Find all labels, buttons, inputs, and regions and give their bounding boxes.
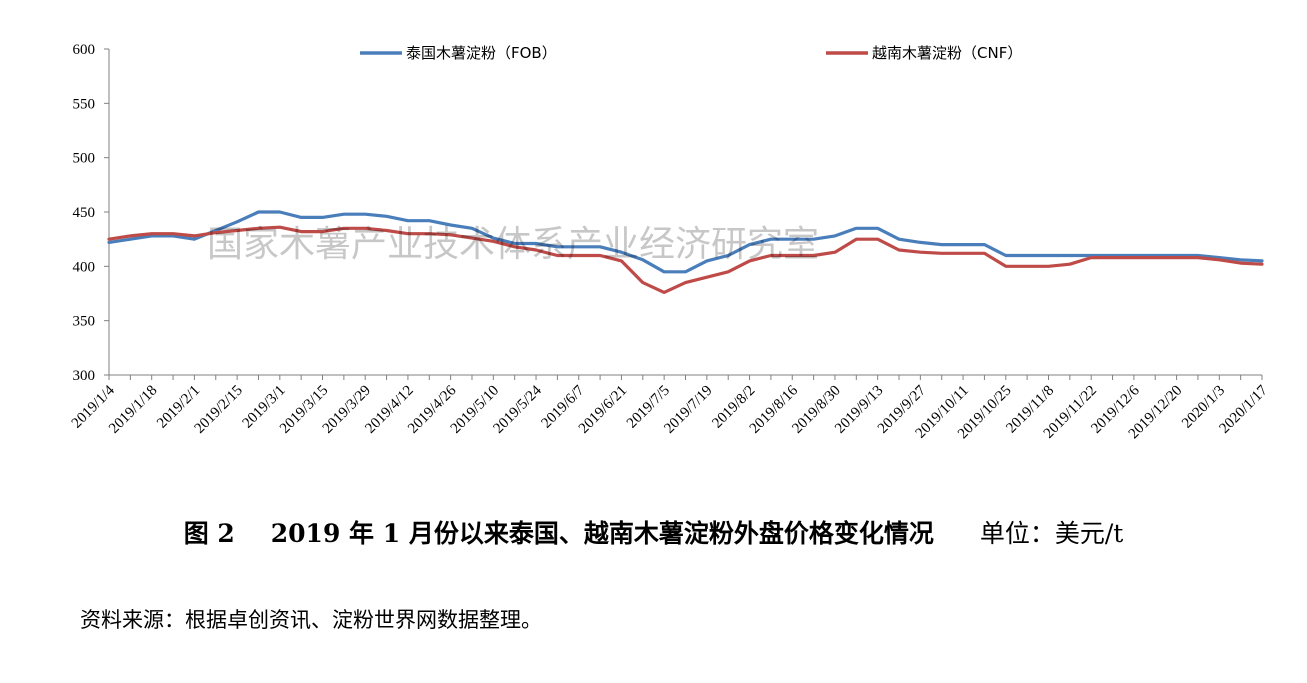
y-tick-label: 450 [73, 205, 96, 221]
y-tick-label: 400 [73, 259, 96, 275]
x-tick-label: 2019/5/24 [491, 382, 546, 437]
source-note: 资料来源：根据卓创资讯、淀粉世界网数据整理。 [80, 608, 542, 632]
chart-legend: 泰国木薯淀粉（FOB） 越南木薯淀粉（CNF） [360, 44, 1022, 62]
legend-label: 泰国木薯淀粉（FOB） [406, 44, 557, 62]
y-tick-label: 350 [73, 314, 96, 330]
watermark-text: 国家木薯产业技术体系产业经济研究室 [207, 224, 819, 265]
figure-label: 图 2 [183, 519, 235, 548]
figure-title: 2019 年 1 月份以来泰国、越南木薯淀粉外盘价格变化情况 [270, 519, 934, 548]
chart-series [107, 210, 1264, 294]
price-line-chart: 3003504004505005506002019/1/42019/1/1820… [69, 42, 1271, 442]
y-tick-label: 550 [73, 96, 96, 112]
figure-unit: 单位：美元/t [979, 519, 1124, 548]
y-tick-label: 600 [73, 42, 96, 58]
series-line-vietnam [107, 225, 1264, 294]
y-tick-label: 500 [73, 151, 96, 167]
legend-label: 越南木薯淀粉（CNF） [872, 44, 1022, 62]
series-line-thailand [107, 210, 1264, 274]
y-tick-label: 300 [73, 368, 96, 384]
figure-caption: 图 2 2019 年 1 月份以来泰国、越南木薯淀粉外盘价格变化情况 单位：美元… [0, 514, 1307, 550]
x-tick-label: 2020/1/17 [1216, 382, 1271, 437]
